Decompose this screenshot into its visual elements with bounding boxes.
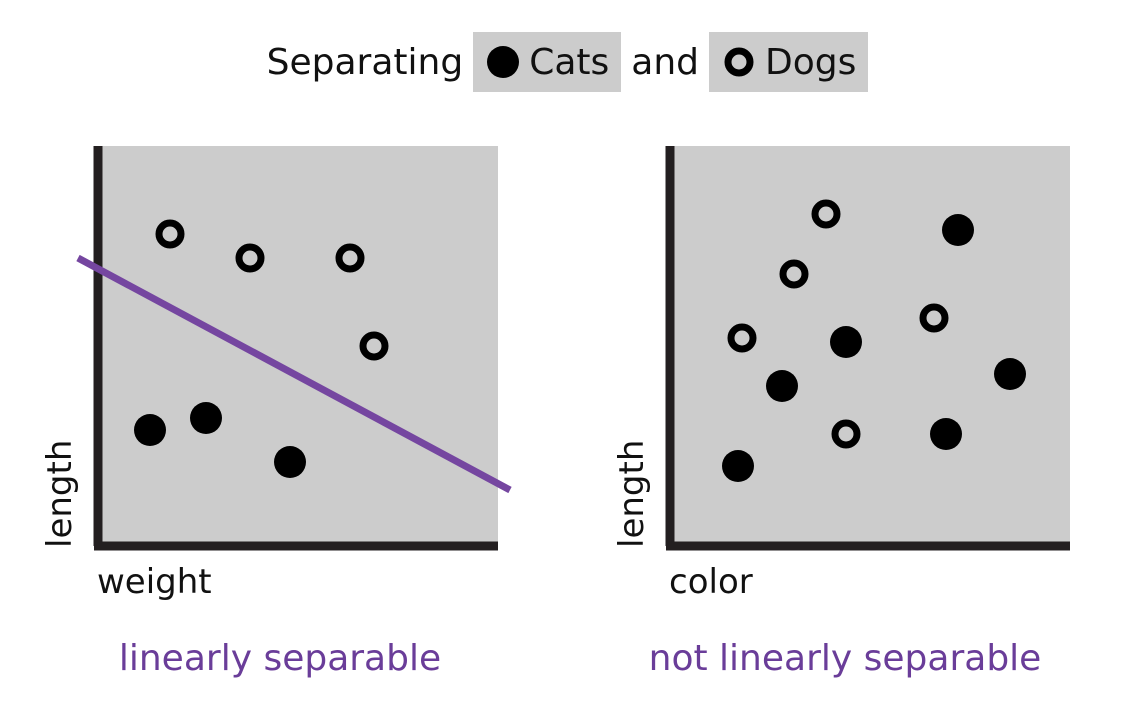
legend-label-dogs: Dogs <box>765 41 857 83</box>
dog-point <box>831 419 861 449</box>
cat-point <box>134 414 166 446</box>
y-axis-label-left: length <box>40 439 80 548</box>
cat-point <box>830 326 862 358</box>
ring-icon <box>724 47 754 77</box>
dog-point <box>919 303 949 333</box>
filled-circle-icon <box>487 46 520 78</box>
title-conjunction: and <box>631 41 699 83</box>
x-axis-label-right: color <box>669 562 753 602</box>
dog-point <box>811 199 841 229</box>
legend-label-cats: Cats <box>529 41 610 83</box>
x-axis-label-left: weight <box>97 562 212 602</box>
scatter-plot-left <box>93 146 498 551</box>
legend-item-cats: Cats <box>473 32 622 92</box>
cat-point <box>766 370 798 402</box>
title-prefix: Separating <box>266 41 464 83</box>
cat-point <box>930 418 962 450</box>
plot-not-linearly-separable <box>660 146 1070 556</box>
y-axis-label-right: length <box>612 439 652 548</box>
figure-title: Separating Cats and Dogs <box>0 32 1125 92</box>
cat-point <box>274 446 306 478</box>
dog-point <box>359 331 389 361</box>
cat-point <box>942 214 974 246</box>
dog-point <box>727 323 757 353</box>
caption-right: not linearly separable <box>648 638 1042 679</box>
dog-point <box>335 243 365 273</box>
legend-item-dogs: Dogs <box>709 32 869 92</box>
dog-point <box>779 259 809 289</box>
cat-point <box>722 450 754 482</box>
caption-left: linearly separable <box>118 638 442 679</box>
dog-point <box>155 219 185 249</box>
cat-point <box>994 358 1026 390</box>
cat-point <box>190 402 222 434</box>
plot-linearly-separable <box>88 146 498 556</box>
scatter-plot-right <box>665 146 1070 551</box>
dog-point <box>235 243 265 273</box>
plot-area <box>98 146 498 546</box>
